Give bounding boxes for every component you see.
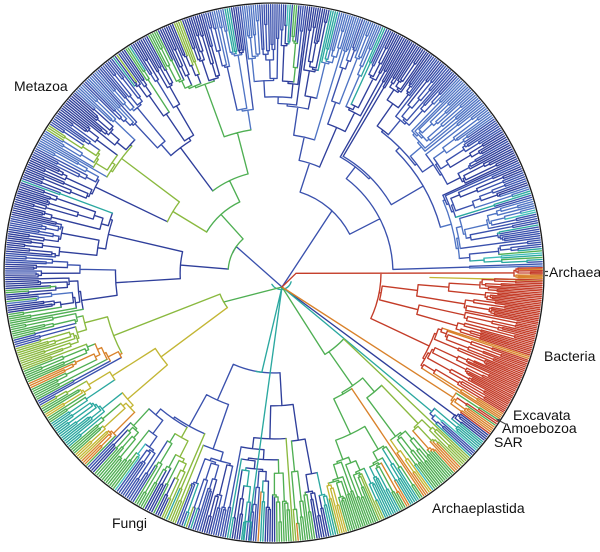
svg-text:Amoebozoa: Amoebozoa: [502, 420, 577, 436]
svg-text:Bacteria: Bacteria: [544, 348, 596, 364]
svg-text:SAR: SAR: [494, 434, 523, 450]
svg-text:Excavata: Excavata: [513, 407, 571, 423]
svg-text:Archaeplastida: Archaeplastida: [432, 500, 525, 516]
svg-text:Metazoa: Metazoa: [14, 78, 68, 94]
svg-text:Archaea: Archaea: [549, 264, 600, 280]
svg-text:Fungi: Fungi: [112, 515, 147, 531]
